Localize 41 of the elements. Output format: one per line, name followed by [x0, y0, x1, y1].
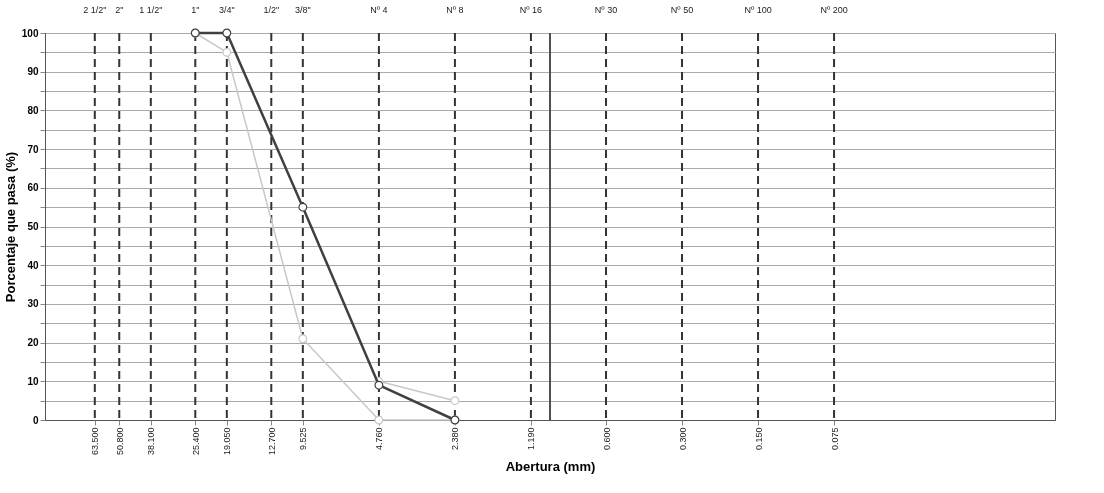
x-axis-title: Abertura (mm)	[505, 459, 596, 475]
x-tick-label: 9.525	[298, 427, 309, 451]
y-tick-label: 20	[27, 337, 39, 349]
x-tick-label: 0.075	[829, 427, 840, 451]
y-tick-label: 100	[21, 27, 39, 39]
x-tick-label: 50.800	[114, 427, 125, 456]
y-tick-label: 30	[27, 298, 39, 310]
annotation: Nº 50	[670, 5, 694, 15]
annotation: Nº 30	[594, 5, 618, 15]
x-tick-label: 19.050	[222, 427, 233, 456]
annotation: 3/8"	[294, 5, 311, 15]
annotation: Nº 4	[370, 5, 388, 15]
y-tick-label: 60	[27, 182, 39, 194]
x-tick-label: 0.600	[601, 427, 612, 451]
y-tick-label: 10	[27, 375, 39, 387]
y-tick-label: 0	[32, 414, 39, 426]
x-tick-label: 2.380	[450, 427, 461, 451]
annotation: 2"	[115, 5, 124, 15]
annotation: 3/4"	[218, 5, 235, 15]
annotation: 1"	[191, 5, 200, 15]
x-tick-label: 0.150	[753, 427, 764, 451]
annotation: 2 1/2"	[83, 5, 107, 15]
x-tick-label: 38.100	[146, 427, 157, 456]
y-tick-label: 40	[27, 259, 39, 271]
x-tick-label: 1.190	[526, 427, 537, 451]
x-tick-label: 25.400	[190, 427, 201, 456]
annotation: Nº 100	[744, 5, 772, 15]
annotation: Nº 200	[820, 5, 848, 15]
y-tick-label: 70	[27, 143, 39, 155]
y-axis-title: Porcentaje que pasa (%)	[2, 151, 18, 303]
y-tick-label: 80	[27, 104, 39, 116]
x-tick-label: 4.760	[374, 427, 385, 451]
annotation: Nº 8	[446, 5, 464, 15]
x-tick-label: 63.500	[90, 427, 101, 456]
x-tick-label: 0.300	[677, 427, 688, 451]
annotation: Nº 16	[519, 5, 543, 15]
annotation: 1/2"	[263, 5, 280, 15]
annotation: 1 1/2"	[139, 5, 163, 15]
y-tick-label: 50	[27, 221, 39, 232]
y-tick-label: 90	[27, 66, 39, 78]
x-tick-label: 12.700	[266, 427, 277, 456]
